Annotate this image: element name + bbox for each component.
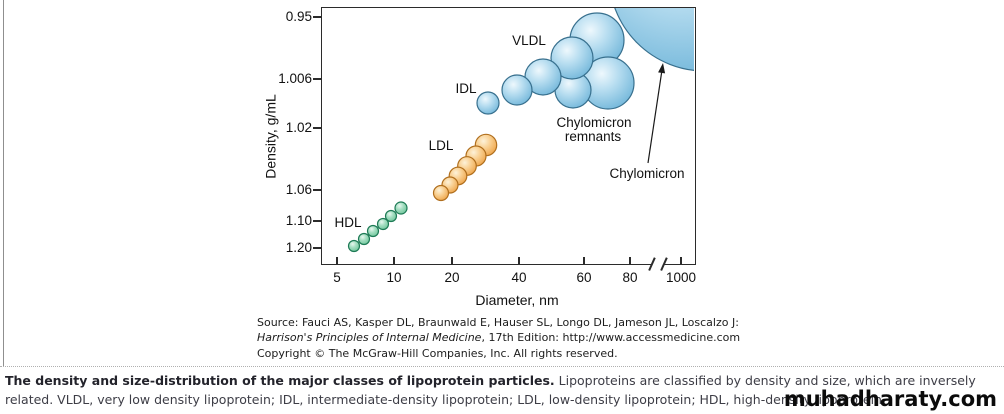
caption-divider xyxy=(0,366,1004,367)
source-line-2: Harrison's Principles of Internal Medici… xyxy=(257,331,740,346)
x-tick-mark xyxy=(451,257,453,264)
watermark-text: muhadharaty.com xyxy=(783,387,997,411)
y-tick-label: 1.06 xyxy=(285,182,312,197)
x-tick-mark xyxy=(583,257,585,264)
edition-url: , 17th Edition: http://www.accessmedicin… xyxy=(481,330,741,344)
figure-caption: The density and size-distribution of the… xyxy=(5,371,999,409)
y-tick-mark xyxy=(313,78,322,80)
x-axis-title: Diameter, nm xyxy=(475,292,559,308)
source-line-1: Source: Fauci AS, Kasper DL, Braunwald E… xyxy=(257,316,739,329)
figure-left-border xyxy=(3,0,4,366)
bubble-group-labels: VLDLIDLLDLHDLChylomicronremnantsChylomic… xyxy=(334,33,684,230)
y-tick-label: 1.02 xyxy=(285,120,312,135)
bubble-hdl xyxy=(394,201,408,215)
plot-svg: VLDLIDLLDLHDLChylomicronremnantsChylomic… xyxy=(334,8,694,253)
bubble-hdl xyxy=(384,209,398,223)
bubble-hdl xyxy=(357,232,371,246)
bubble-chylomicron xyxy=(614,8,694,71)
bubble-ldl xyxy=(432,184,450,202)
arrow-head xyxy=(658,63,666,74)
group-label-chylomicron: Chylomicron xyxy=(556,115,631,130)
group-label-idl: IDL xyxy=(455,81,477,96)
x-tick-mark xyxy=(393,257,395,264)
group-label-hdl: HDL xyxy=(334,215,361,230)
bubble-idl xyxy=(476,91,500,115)
x-tick-label: 5 xyxy=(333,270,341,285)
x-tick-label: 1000 xyxy=(665,270,697,285)
y-tick-label: 0.95 xyxy=(285,9,312,24)
source-credit: Source: Fauci AS, Kasper DL, Braunwald E… xyxy=(257,316,740,362)
x-tick-label: 20 xyxy=(444,270,460,285)
copyright-line: Copyright © The McGraw-Hill Companies, I… xyxy=(257,347,618,360)
x-tick-mark xyxy=(680,257,682,264)
x-tick-label: 40 xyxy=(511,270,527,285)
y-tick-mark xyxy=(313,220,322,222)
y-tick-label: 1.10 xyxy=(285,213,312,228)
x-tick-mark xyxy=(336,257,338,264)
x-tick-label: 80 xyxy=(622,270,638,285)
group-label-ldl: LDL xyxy=(429,138,454,153)
arrow-line xyxy=(647,69,663,164)
x-tick-label: 60 xyxy=(576,270,592,285)
bubble-hdl xyxy=(376,217,390,231)
plot-box: VLDL IDL LDL HDL Chylomicron remnants Chylomic… xyxy=(321,7,696,265)
y-tick-label: 1.20 xyxy=(285,240,312,255)
y-tick-mark xyxy=(313,189,322,191)
group-label-vldl: VLDL xyxy=(512,33,546,48)
group-label-chylomicron: Chylomicron xyxy=(609,166,684,181)
y-tick-label: 1.006 xyxy=(278,71,312,86)
bubble-hdl xyxy=(366,224,380,238)
bubble-vldl xyxy=(501,74,533,106)
caption-bold-lead: The density and size-distribution of the… xyxy=(5,373,555,388)
group-label-remnants: remnants xyxy=(565,129,622,144)
x-tick-mark xyxy=(629,257,631,264)
x-tick-label: 10 xyxy=(386,270,402,285)
bubble-hdl xyxy=(347,239,361,253)
y-tick-mark xyxy=(313,16,322,18)
book-title: Harrison's Principles of Internal Medici… xyxy=(257,330,482,344)
y-tick-mark xyxy=(313,127,322,129)
y-tick-mark xyxy=(313,247,322,249)
x-tick-mark xyxy=(518,257,520,264)
bubbles-layer xyxy=(347,8,694,253)
x-axis-break-gap xyxy=(651,262,664,267)
caption-body: Lipoproteins are classified by density a… xyxy=(5,373,976,407)
bubble-vldl xyxy=(550,36,594,80)
chylomicron-arrow xyxy=(647,63,666,164)
